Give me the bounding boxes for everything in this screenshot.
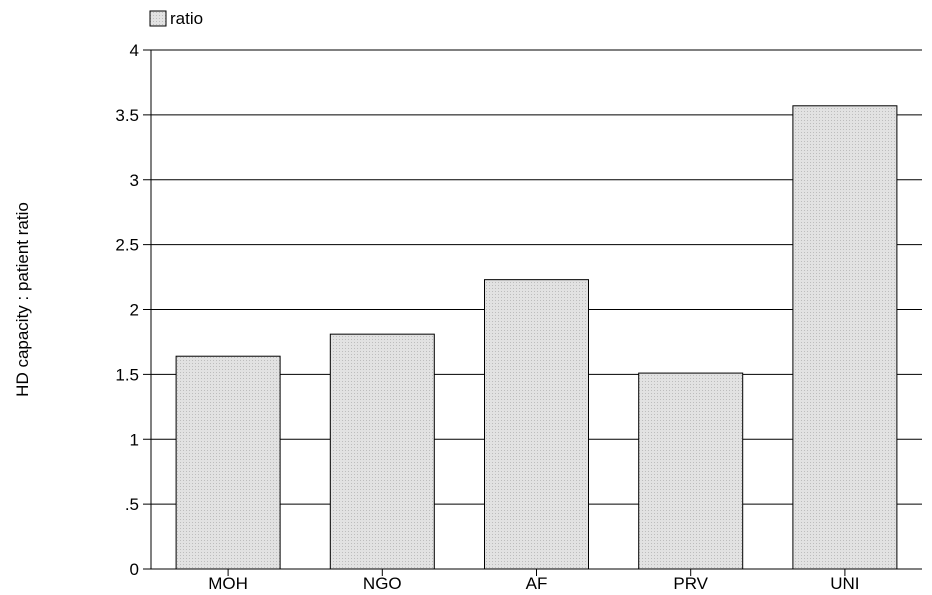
y-tick-label: 0 [130, 560, 139, 579]
bars [175, 105, 898, 570]
y-tick-label: .5 [125, 495, 139, 514]
legend-label-ratio: ratio [170, 9, 203, 28]
tick-labels: 0 .5 1 1.5 2 2.5 3 3.5 4 MOH NGO AF PRV UNI [115, 41, 859, 593]
y-tick-label: 2.5 [115, 236, 139, 255]
x-tick-label: MOH [208, 574, 248, 590]
y-tick-label: 1.5 [115, 365, 139, 384]
x-tick-label: AF [526, 574, 548, 590]
legend-swatch-ratio [149, 10, 167, 27]
y-tick-label: 3.5 [115, 106, 139, 125]
y-tick-label: 4 [130, 41, 139, 60]
x-tick-label: UNI [830, 574, 859, 590]
bar-prv [638, 372, 744, 570]
y-axis-label: HD capacity : patient ratio [13, 202, 32, 397]
y-tick-label: 3 [130, 171, 139, 190]
x-tick-label: PRV [673, 574, 708, 590]
bar-ngo [329, 333, 435, 570]
bar-uni [792, 105, 898, 570]
x-tick-label: NGO [363, 574, 402, 590]
y-tick-label: 2 [130, 301, 139, 320]
legend: ratio [149, 9, 203, 28]
y-tick-label: 1 [130, 430, 139, 449]
bar-af [484, 279, 589, 570]
bar-moh [175, 355, 281, 570]
axes [143, 49, 922, 576]
